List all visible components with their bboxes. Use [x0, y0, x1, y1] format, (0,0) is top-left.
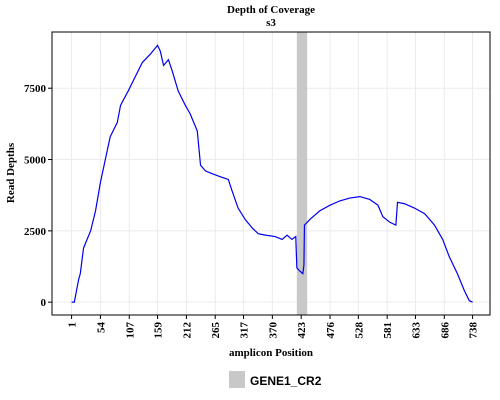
x-tick-label: 212: [181, 322, 193, 339]
x-tick-label: 54: [95, 322, 107, 334]
x-tick-label: 476: [325, 322, 337, 339]
x-tick-label: 633: [410, 322, 422, 339]
x-tick-label: 265: [210, 322, 222, 339]
x-tick-label: 423: [296, 322, 308, 339]
x-tick-label: 528: [353, 322, 365, 339]
legend-key: [229, 371, 245, 388]
x-tick-label: 107: [124, 322, 136, 339]
y-tick-label: 0: [41, 297, 47, 309]
x-tick-label: 1: [67, 322, 79, 328]
legend-label: GENE1_CR2: [250, 374, 322, 388]
x-axis-label: amplicon Position: [229, 347, 313, 359]
y-tick-label: 2500: [24, 226, 47, 238]
x-tick-label: 370: [267, 322, 279, 339]
y-axis-label: Read Depths: [5, 142, 17, 203]
plot-border: [51, 31, 491, 316]
chart-title: Depth of Coverage: [227, 4, 315, 16]
plot-background: [52, 32, 490, 315]
x-tick-label: 686: [439, 322, 451, 339]
data-line: [71, 44, 473, 303]
highlight-region: [296, 32, 308, 315]
x-tick-label: 581: [382, 322, 394, 339]
y-tick-label: 5000: [24, 155, 47, 167]
x-tick-label: 159: [153, 322, 165, 339]
chart-subtitle: s3: [266, 17, 276, 29]
y-tick-label: 7500: [24, 83, 47, 95]
x-tick-label: 317: [239, 322, 251, 339]
x-tick-label: 738: [468, 322, 480, 339]
